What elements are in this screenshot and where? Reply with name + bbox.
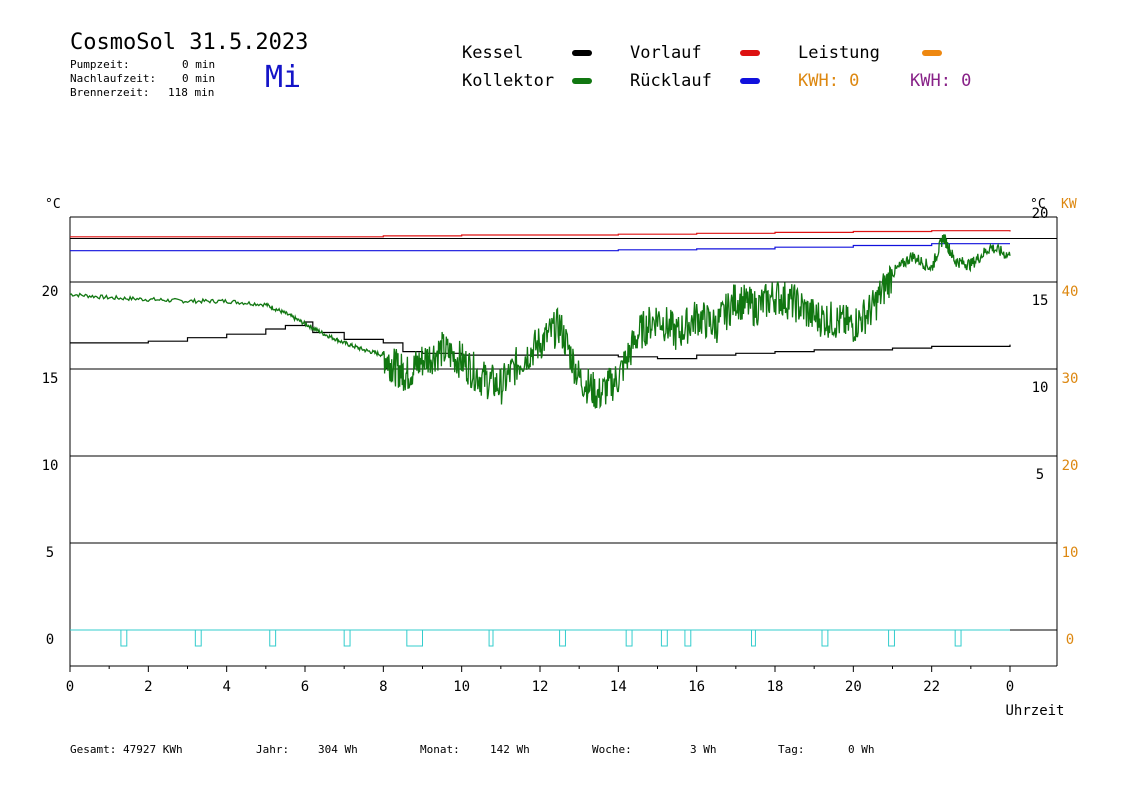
- stat-nachlaufzeit-value: 0 min: [182, 72, 216, 85]
- footer-jahr: Jahr: 304 Wh: [256, 743, 358, 756]
- footer-woche-label: Woche:: [592, 743, 632, 756]
- x-tick-label: 8: [379, 679, 387, 695]
- stat-pumpzeit: Pumpzeit: 0 min: [70, 58, 215, 72]
- y-tick-label-right: 10: [1032, 380, 1049, 396]
- y-tick-label-kw: 20: [1062, 458, 1079, 474]
- y-tick-label-left: 15: [42, 371, 59, 387]
- legend-leistung-label: Leistung: [798, 43, 880, 63]
- legend-leistung-swatch: [922, 50, 942, 56]
- x-axis-label: Uhrzeit: [1005, 703, 1064, 719]
- legend-ruecklauf-label: Rücklauf: [630, 71, 712, 91]
- y-tick-label-kw: 30: [1062, 371, 1079, 387]
- legend-ruecklauf-swatch: [740, 78, 760, 84]
- y-tick-label-right: 15: [1032, 293, 1049, 309]
- x-tick-label: 6: [301, 679, 309, 695]
- footer-tag-label: Tag:: [778, 743, 805, 756]
- pump-pulse: [269, 629, 277, 647]
- x-tick-label: 22: [923, 679, 940, 695]
- series-line-kessel: [70, 321, 1011, 360]
- y-tick-label-right: 20: [1032, 206, 1049, 222]
- y-tick-label-left: 0: [46, 632, 54, 648]
- x-tick-label: 0: [66, 679, 74, 695]
- y-tick-label-kw: 0: [1066, 632, 1074, 648]
- legend-kwh-purple: KWH: 0: [910, 71, 972, 91]
- weekday-label: Mi: [265, 60, 302, 95]
- pump-pulse: [343, 629, 351, 647]
- x-tick-label: 0: [1006, 679, 1014, 695]
- legend-kessel-label: Kessel: [462, 43, 524, 63]
- stat-pumpzeit-label: Pumpzeit:: [70, 58, 130, 71]
- y-tick-label-left: 10: [42, 458, 59, 474]
- stat-nachlaufzeit-label: Nachlaufzeit:: [70, 72, 157, 85]
- x-tick-label: 12: [532, 679, 549, 695]
- stat-nachlaufzeit: Nachlaufzeit: 0 min: [70, 72, 215, 86]
- x-tick-label: 18: [767, 679, 784, 695]
- series-line-vorlauf: [70, 230, 1011, 238]
- footer-monat-value: 142 Wh: [490, 743, 530, 756]
- stat-brennerzeit-label: Brennerzeit:: [70, 86, 150, 99]
- pump-pulse: [821, 629, 829, 647]
- page-title: CosmoSol 31.5.2023: [70, 30, 309, 55]
- series-line-ruecklauf: [70, 243, 1010, 252]
- x-tick-label: 4: [222, 679, 230, 695]
- stat-brennerzeit-value: 118 min: [168, 86, 215, 99]
- legend-kollektor-swatch: [572, 78, 592, 84]
- pump-pulse: [954, 629, 962, 647]
- pump-pulse: [194, 629, 202, 647]
- y-tick-label-kw: 40: [1062, 284, 1079, 300]
- pump-pulse: [684, 629, 692, 647]
- pump-pulse: [888, 629, 895, 647]
- pump-pulse: [488, 629, 494, 647]
- y-tick-label-right: 5: [1036, 467, 1044, 483]
- y-tick-label-kw: 10: [1062, 545, 1079, 561]
- footer-woche-value: 3 Wh: [690, 743, 717, 756]
- y-tick-label-left: 20: [42, 284, 59, 300]
- legend-kessel-swatch: [572, 50, 592, 56]
- footer-tag: Tag: 0 Wh: [778, 743, 875, 756]
- pump-pulse: [751, 629, 756, 647]
- footer-gesamt-label: Gesamt:: [70, 743, 117, 756]
- footer-jahr-value: 304 Wh: [318, 743, 358, 756]
- pump-pulse: [406, 629, 424, 647]
- x-tick-label: 10: [453, 679, 470, 695]
- footer-monat: Monat: 142 Wh: [420, 743, 530, 756]
- pump-pulse: [660, 629, 668, 647]
- x-tick-label: 16: [688, 679, 705, 695]
- pump-pulse: [625, 629, 633, 647]
- pump-pulse: [120, 629, 128, 647]
- y-axis-unit-kw: KW: [1061, 197, 1077, 212]
- x-tick-label: 14: [610, 679, 627, 695]
- legend-vorlauf-label: Vorlauf: [630, 43, 702, 63]
- y-axis-unit-left: °C: [45, 197, 61, 212]
- stat-brennerzeit: Brennerzeit: 118 min: [70, 86, 214, 100]
- footer-tag-value: 0 Wh: [848, 743, 875, 756]
- footer-gesamt: Gesamt: 47927 KWh: [70, 743, 183, 756]
- y-axis-unit-right: °C: [1030, 197, 1046, 212]
- x-tick-label: 2: [144, 679, 152, 695]
- x-tick-label: 20: [845, 679, 862, 695]
- legend-kwh-orange: KWH: 0: [798, 71, 860, 91]
- stat-pumpzeit-value: 0 min: [182, 58, 216, 71]
- series-line-kollektor: [69, 234, 1011, 410]
- y-tick-label-left: 5: [46, 545, 54, 561]
- footer-jahr-label: Jahr:: [256, 743, 290, 756]
- pump-pulse: [559, 629, 566, 647]
- footer-gesamt-value: 47927 KWh: [122, 743, 183, 756]
- legend-kollektor-label: Kollektor: [462, 71, 555, 91]
- footer-monat-label: Monat:: [420, 743, 460, 756]
- footer-woche: Woche: 3 Wh: [592, 743, 717, 756]
- legend-vorlauf-swatch: [740, 50, 760, 56]
